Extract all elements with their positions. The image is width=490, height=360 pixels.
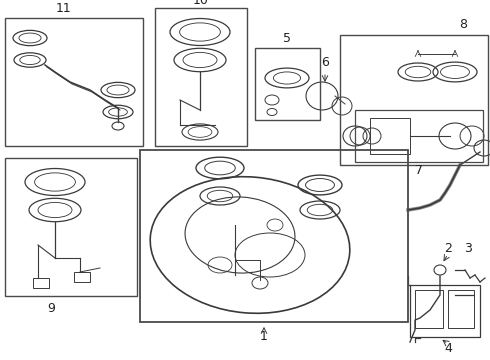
Bar xyxy=(140,150,408,322)
Bar xyxy=(5,18,143,146)
Text: 6: 6 xyxy=(321,55,329,68)
Bar xyxy=(448,290,474,328)
Text: 10: 10 xyxy=(193,0,209,6)
Bar xyxy=(340,35,488,165)
Bar xyxy=(410,285,480,337)
Text: 2: 2 xyxy=(444,242,452,255)
Text: 4: 4 xyxy=(444,342,452,355)
Bar xyxy=(370,118,410,154)
Bar xyxy=(33,278,49,288)
Text: 7: 7 xyxy=(415,163,423,176)
Bar xyxy=(415,290,443,328)
Text: 8: 8 xyxy=(459,18,467,31)
Bar xyxy=(355,110,483,162)
Bar xyxy=(155,8,247,146)
Text: 11: 11 xyxy=(56,1,72,14)
Bar xyxy=(74,272,90,282)
Bar xyxy=(255,48,320,120)
Text: 1: 1 xyxy=(260,329,268,342)
Text: 3: 3 xyxy=(464,242,472,255)
Bar xyxy=(5,158,137,296)
Text: 9: 9 xyxy=(47,302,55,315)
Text: 5: 5 xyxy=(283,31,291,45)
